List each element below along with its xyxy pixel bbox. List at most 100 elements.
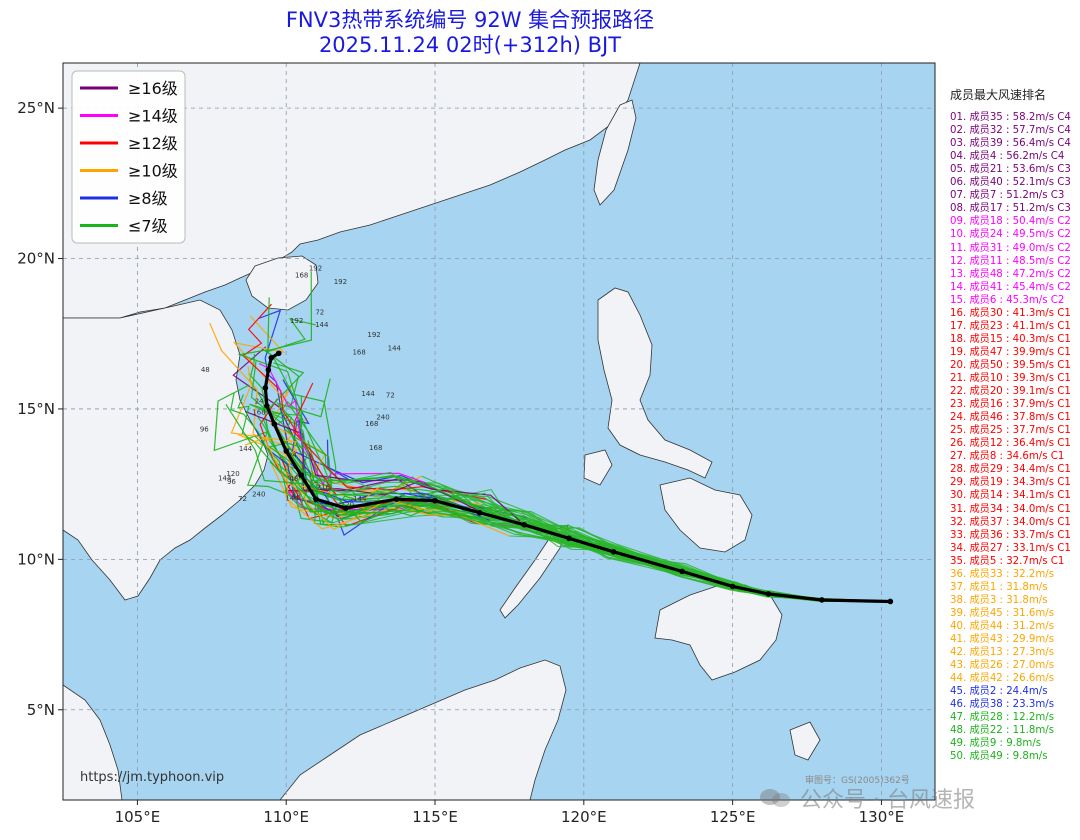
ranking-item: 08. 成员17 : 51.2m/s C3 (950, 203, 1071, 215)
ranking-item: 05. 成员21 : 53.6m/s C3 (950, 164, 1071, 176)
ranking-item: 46. 成员38 : 23.3m/s (950, 699, 1055, 711)
ranking-item: 39. 成员45 : 31.6m/s (950, 607, 1055, 619)
ranking-item: 47. 成员28 : 12.2m/s (950, 712, 1055, 724)
time-label: 144 (218, 475, 232, 483)
mean-track-point-1 (819, 597, 825, 603)
mean-track-point-17 (262, 385, 269, 391)
watermark: 公众号 · 台风速报 (800, 788, 975, 813)
ranking-item: 10. 成员24 : 49.5m/s C2 (950, 229, 1071, 241)
time-label: 168 (369, 444, 382, 452)
source-url: https://jm.typhoon.vip (80, 770, 225, 785)
mean-track-point-16 (264, 403, 270, 409)
land-hainan (245, 255, 319, 311)
ranking-item: 01. 成员35 : 58.2m/s C4 (950, 112, 1071, 123)
time-label: 48 (292, 492, 301, 500)
forecast-map: 1681921681922401681921441681441441441441… (17, 62, 936, 826)
land-indochina (63, 299, 269, 601)
member-track-tail-48 (264, 362, 420, 523)
ranking-item: 49. 成员9 : 9.8m/s (950, 738, 1042, 750)
time-label: 240 (252, 491, 265, 499)
mean-track-point-19 (268, 355, 275, 361)
time-label: 120 (341, 501, 354, 509)
legend-label-2: ≥12级 (128, 134, 178, 153)
mean-track-point-8 (476, 509, 483, 516)
ranking-item: 21. 成员10 : 39.3m/s C1 (950, 373, 1071, 384)
time-label: 144 (239, 445, 253, 453)
ranking-item: 09. 成员18 : 50.4m/s C2 (950, 216, 1071, 228)
axis-ticks: 105°E 110°E 115°E 120°E 125°E 130°E 5°N 10°N 15°… (17, 99, 904, 826)
ranking-item: 22. 成员20 : 39.1m/s C1 (950, 386, 1071, 398)
land-sulawesi-tip (789, 721, 821, 761)
member-track-tail-24 (264, 271, 356, 483)
lon-tick-label: 110°E (263, 808, 309, 826)
time-label: 168 (365, 420, 378, 428)
mean-track-point-0 (887, 598, 894, 605)
lon-tick-label: 105°E (115, 808, 161, 826)
time-label: 96 (227, 478, 236, 486)
ranking-item: 38. 成员3 : 31.8m/s (950, 594, 1048, 606)
member-track-tail-43 (269, 461, 466, 515)
ranking-item: 35. 成员5 : 32.7m/s C1 (950, 555, 1065, 567)
lat-tick-label: 20°N (17, 250, 55, 268)
ranking-item: 14. 成员41 : 45.4m/s C2 (950, 281, 1071, 293)
land-visayas (659, 477, 753, 553)
ranking-item: 44. 成员42 : 26.6m/s (950, 673, 1055, 685)
member-track-tail-4 (232, 346, 431, 501)
member-track-tail-49 (237, 297, 335, 484)
time-label: 144 (315, 321, 329, 329)
ranking-item: 36. 成员33 : 32.2m/s (950, 568, 1055, 580)
lat-tick-label: 5°N (27, 701, 55, 719)
legend-label-5: ≤7级 (128, 217, 168, 236)
ranking-item: 18. 成员15 : 40.3m/s C1 (950, 333, 1071, 345)
mean-track-point-13 (298, 472, 304, 478)
time-label: 72 (315, 308, 324, 316)
ranking-item: 19. 成员47 : 39.9m/s C1 (950, 346, 1071, 358)
time-label: 192 (367, 331, 380, 339)
time-label: 168 (352, 349, 365, 357)
time-label: 24 (255, 397, 264, 405)
time-label: 96 (200, 426, 209, 434)
time-label: 72 (238, 495, 247, 503)
legend: ≥16级 ≥14级 ≥12级 ≥10级 ≥8级 ≤7级 (71, 70, 186, 244)
time-label: 144 (285, 495, 299, 503)
ranking-item: 33. 成员36 : 33.7m/s C1 (950, 529, 1071, 541)
lon-tick-label: 120°E (561, 808, 607, 826)
time-label: 240 (376, 413, 389, 421)
member-track-tail-36 (230, 365, 380, 502)
member-track-tail-18 (209, 322, 423, 493)
map-frame (62, 62, 936, 801)
ranking-item: 34. 成员27 : 33.1m/s C1 (950, 542, 1071, 554)
ranking-item: 06. 成员40 : 52.1m/s C3 (950, 177, 1071, 189)
ranking-item: 25. 成员25 : 37.7m/s C1 (950, 425, 1071, 437)
ranking-item: 48. 成员22 : 11.8m/s (950, 725, 1055, 737)
mean-track (262, 350, 894, 605)
ranking-item: 12. 成员11 : 48.5m/s C2 (950, 255, 1071, 267)
land-taiwan (593, 99, 637, 206)
time-label: 48 (201, 366, 210, 374)
map-subtitle: 2025.11.24 02时(+312h) BJT (318, 33, 622, 57)
legend-label-0: ≥16级 (128, 79, 178, 98)
mean-track-point-3 (729, 583, 736, 590)
ranking-item: 24. 成员46 : 37.8m/s C1 (950, 412, 1071, 424)
time-label: 144 (353, 495, 367, 503)
time-label: 48 (289, 475, 298, 483)
ranking-item: 16. 成员30 : 41.3m/s C1 (950, 307, 1071, 319)
mean-track-point-18 (265, 367, 272, 373)
ranking-item: 02. 成员32 : 57.7m/s C4 (950, 125, 1071, 137)
member-track-tail-39 (254, 435, 473, 520)
ranking-item: 28. 成员29 : 34.4m/s C1 (950, 464, 1071, 476)
ranking-item: 32. 成员37 : 34.0m/s C1 (950, 516, 1071, 528)
time-label: 216 (317, 484, 331, 492)
ranking-item: 03. 成员39 : 56.4m/s C4 (950, 138, 1071, 150)
lat-tick-label: 10°N (17, 550, 55, 568)
ranking-item: 15. 成员6 : 45.3m/s C2 (950, 294, 1065, 306)
wechat-icon (760, 789, 790, 807)
ranking-item: 43. 成员26 : 27.0m/s (950, 660, 1055, 672)
time-label: 168 (295, 271, 308, 279)
lon-tick-label: 115°E (412, 808, 458, 826)
legend-label-3: ≥10级 (128, 162, 178, 181)
mean-track-point-2 (765, 591, 772, 597)
time-label: 144 (388, 344, 402, 352)
ranking-item: 13. 成员48 : 47.2m/s C2 (950, 268, 1071, 280)
time-label: 72 (386, 392, 395, 400)
